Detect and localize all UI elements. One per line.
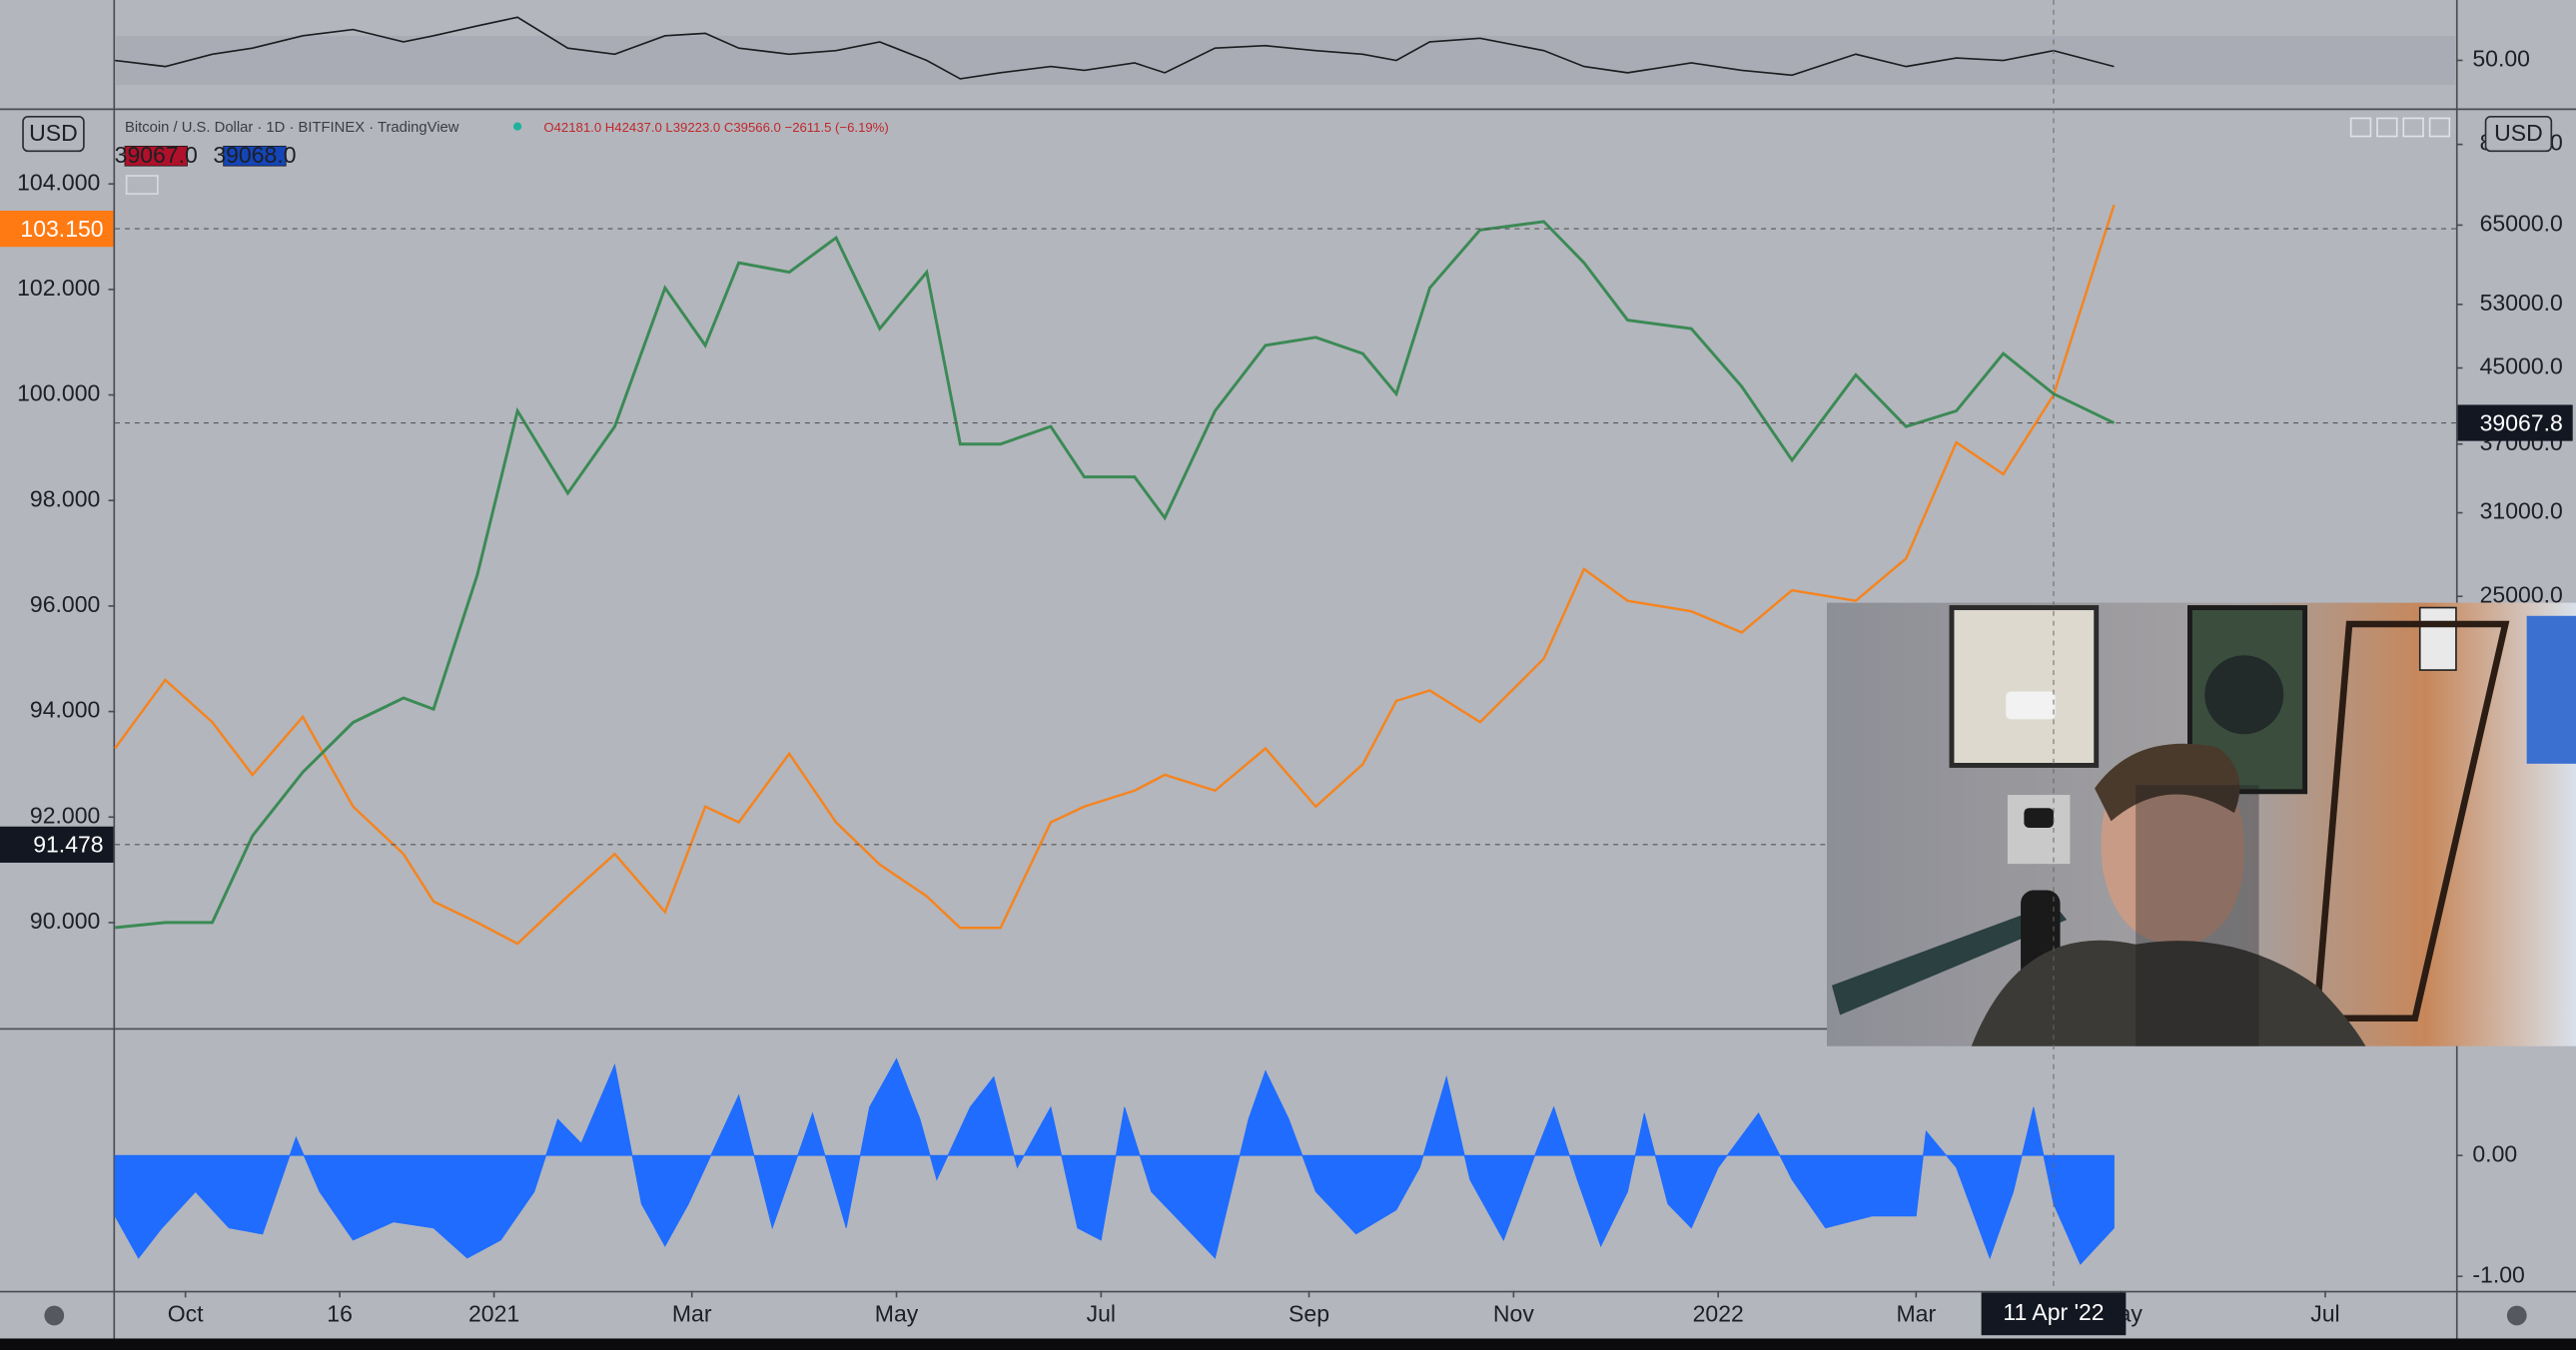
play-icon xyxy=(2024,808,2054,828)
y-tick-label: -1.00 xyxy=(2472,1261,2524,1287)
play-button-plaque xyxy=(2007,795,2071,865)
wall-frame xyxy=(1949,605,2100,768)
control-button[interactable] xyxy=(2402,117,2424,138)
price-tag xyxy=(2457,404,2573,441)
window-controls xyxy=(2349,117,2451,138)
x-tick-label: May xyxy=(875,1301,919,1327)
y-tick-label: 53000.0 xyxy=(2480,290,2563,316)
y-tick-label: 104.000 xyxy=(17,169,100,195)
y-tick-label: 0.00 xyxy=(2472,1140,2517,1166)
quote-box xyxy=(223,145,287,167)
quote-box xyxy=(124,145,188,167)
plot-area: 50.00 90.000 92.000 94.000 96.000 98.000 100.0… xyxy=(17,16,2563,1327)
x-tick-label: 16 xyxy=(327,1301,353,1327)
y-tick-label: 100.000 xyxy=(17,380,100,406)
y-tick-label: 45000.0 xyxy=(2480,353,2563,379)
y-tick-label: 65000.0 xyxy=(2480,211,2563,237)
symbol-title: Bitcoin / U.S. Dollar · 1D · BITFINEX · … xyxy=(125,120,459,136)
x-tick-label: Jul xyxy=(1087,1301,1116,1327)
quote-label: 39068.0 xyxy=(213,142,296,168)
collapse-button[interactable] xyxy=(125,175,159,195)
mic-arm xyxy=(1831,903,2068,1015)
hair xyxy=(2095,743,2240,822)
band xyxy=(115,35,2456,86)
wall-art xyxy=(2526,615,2576,764)
control-button[interactable] xyxy=(2376,117,2398,138)
price-tag-label: 39067.8 xyxy=(2480,409,2563,435)
price-line xyxy=(114,220,2116,930)
bottom-strip xyxy=(0,1338,2576,1350)
settings-dot[interactable] xyxy=(2506,1305,2527,1326)
settings-dot[interactable] xyxy=(44,1305,65,1326)
currency-label: USD xyxy=(2494,120,2543,146)
webcam-overlay xyxy=(1826,602,2576,1046)
price-tag-label: 103.150 xyxy=(20,216,103,242)
y-tick-label: 50.00 xyxy=(2472,46,2530,72)
status-dot xyxy=(512,122,522,131)
ohlc-legend: O42181.0 H42437.0 L39223.0 C39566.0 −261… xyxy=(543,120,888,135)
price-tag xyxy=(0,826,114,863)
x-tick-label: Oct xyxy=(168,1301,204,1327)
oscillator-line xyxy=(115,16,2115,80)
x-tick-label: Jul xyxy=(2310,1301,2339,1327)
lamp-glow xyxy=(2006,691,2056,720)
correlation-area xyxy=(114,1057,2115,1265)
shirt xyxy=(1971,940,2366,1046)
currency-box[interactable] xyxy=(22,115,85,153)
y-tick-label: 92.000 xyxy=(30,802,100,828)
currency-box[interactable] xyxy=(2484,115,2553,153)
currency-label: USD xyxy=(29,120,78,146)
x-tick-label: Nov xyxy=(1493,1301,1534,1327)
price-line xyxy=(114,204,2116,946)
x-tick-label: Mar xyxy=(1896,1301,1936,1327)
wall-frame xyxy=(2418,606,2457,671)
y-tick-label: 31000.0 xyxy=(2480,498,2563,524)
y-tick-label: 98.000 xyxy=(30,485,100,511)
poster-dial xyxy=(2204,655,2284,735)
bid-ask: 39067.0 39068.0 xyxy=(115,142,297,168)
control-button[interactable] xyxy=(2349,117,2372,138)
date-tag-label: 11 Apr '22 xyxy=(2003,1299,2104,1325)
shelf xyxy=(2312,620,2510,1022)
x-tick-label: Mar xyxy=(672,1301,712,1327)
y-tick-label: 96.000 xyxy=(30,591,100,617)
y-tick-label: 102.000 xyxy=(17,275,100,301)
y-tick-label: 94.000 xyxy=(30,697,100,723)
x-tick-label: 2021 xyxy=(468,1301,519,1327)
price-tag xyxy=(0,210,114,248)
date-tag xyxy=(1981,1292,2127,1336)
chair xyxy=(2136,785,2259,1046)
quote-label: 39067.0 xyxy=(115,142,198,168)
x-tick-label: Sep xyxy=(1288,1301,1329,1327)
price-tag-label: 91.478 xyxy=(33,832,103,858)
x-tick-label: 2022 xyxy=(1693,1301,1744,1327)
y-tick-label: 90.000 xyxy=(30,908,100,934)
control-button[interactable] xyxy=(2428,117,2451,138)
